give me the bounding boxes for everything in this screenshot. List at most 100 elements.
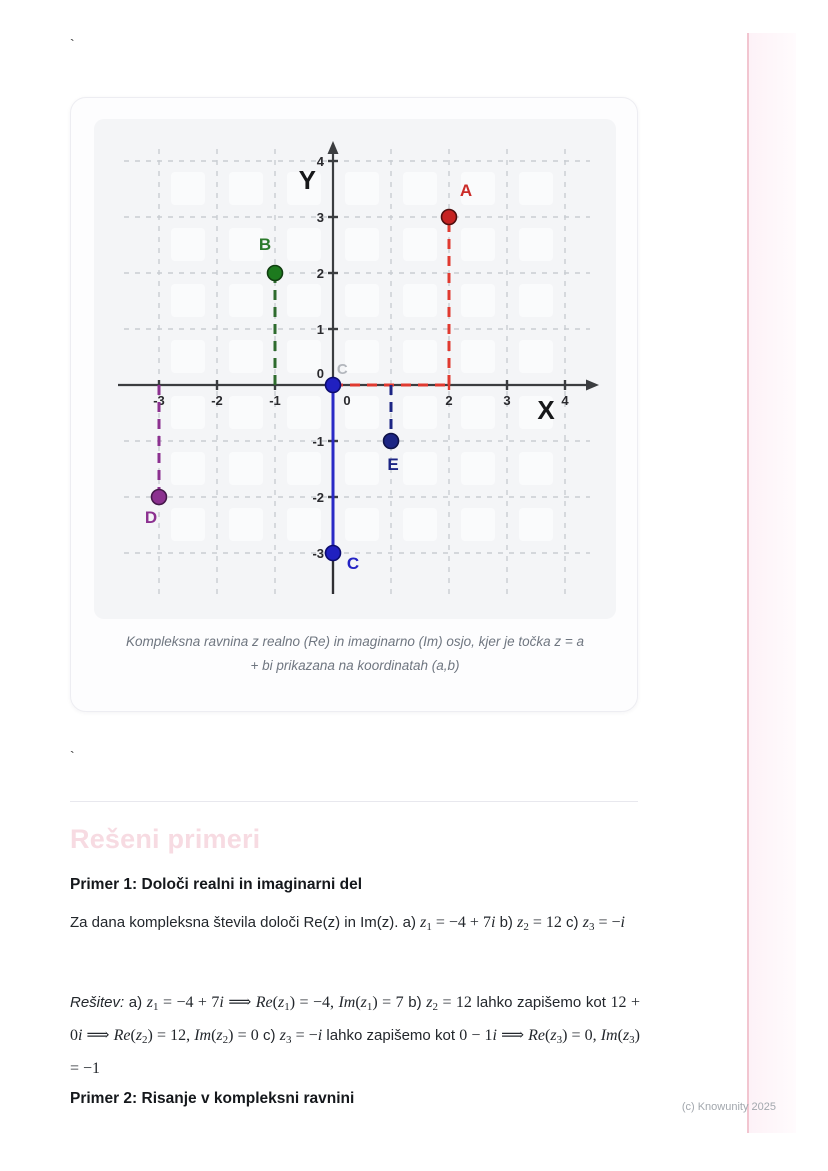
section-title: Rešeni primeri [70, 824, 261, 854]
grid-cell-tint [171, 340, 205, 373]
math-run: z2 = 12 [426, 994, 472, 1013]
point-A [440, 208, 458, 226]
example2-title: Primer 2: Risanje v kompleksni ravnini [70, 1090, 355, 1107]
text-run: b) [403, 994, 427, 1011]
stray-backtick-top: ` [70, 36, 75, 52]
grid-cell-tint [519, 396, 553, 429]
y-tick-label: 2 [317, 266, 324, 281]
grid-cell-tint [461, 172, 495, 205]
grid-cell-tint [345, 340, 379, 373]
x-tick-label: 0 [343, 393, 350, 408]
y-tick-label: -1 [312, 434, 324, 449]
x-tick-label: 4 [561, 393, 569, 408]
math-run: z1 = −4 + 7i [420, 914, 496, 933]
x-tick-label: 3 [503, 393, 510, 408]
x-tick-label: 2 [445, 393, 452, 408]
grid-cell-tint [229, 340, 263, 373]
text-run: lahko zapišemo kot [471, 994, 611, 1011]
grid-cell-tint [345, 284, 379, 317]
grid-cell-tint [287, 284, 321, 317]
example1-title: Primer 1: Določi realni in imaginarni de… [70, 876, 362, 893]
math-run: z2 = 12 [517, 914, 562, 933]
grid-cell-tint [519, 228, 553, 261]
grid-cell-tint [229, 172, 263, 205]
y-axis-label: Y [299, 165, 316, 195]
grid-cell-tint [345, 508, 379, 541]
y-tick-label: 1 [317, 322, 324, 337]
grid-cell-tint [461, 452, 495, 485]
grid-cell-tint [403, 228, 437, 261]
complex-plane-chart: -3 -2 -1 0 2 3 4 4 3 2 1 0 -1 -2 -3 Y X C A B C D E [118, 141, 599, 599]
grid-cell-tint [287, 396, 321, 429]
grid-cell-tint [519, 340, 553, 373]
text-run: Za dana kompleksna števila določi Re(z) … [70, 914, 421, 931]
complex-plane-plot: -3 -2 -1 0 2 3 4 4 3 2 1 0 -1 -2 -3 Y X C A B C D E [94, 119, 616, 619]
grid-cell-tint [519, 452, 553, 485]
point-label-C: C [347, 554, 359, 573]
grid-cell-tint [229, 284, 263, 317]
grid-cell-tint [461, 396, 495, 429]
y-tick-label: -3 [312, 546, 324, 561]
y-tick-label: 3 [317, 210, 324, 225]
point-B [266, 264, 284, 282]
grid-cell-tint [287, 172, 321, 205]
math-run: z3 = −i [582, 914, 625, 933]
grid-cell-tint [345, 172, 379, 205]
grid-cell-tint [403, 340, 437, 373]
text-run: c) [561, 914, 583, 931]
grid-cell-tint [403, 508, 437, 541]
grid-cell-tint [403, 396, 437, 429]
math-run: 12 + 0i ⟹ Re(z2) = 12, Im(z2) = 0 [70, 994, 640, 1046]
y-tick-label: 4 [317, 154, 325, 169]
grid-cell-tint [171, 228, 205, 261]
italic-run: Rešitev: [70, 994, 125, 1011]
text-run: a) [124, 994, 147, 1011]
grid-cell-tint [519, 284, 553, 317]
math-run: z3 = −i [279, 1027, 323, 1046]
grid-cell-tint [229, 508, 263, 541]
grid-cell-tint [345, 228, 379, 261]
ghost-origin-label: C [337, 361, 348, 378]
grid-cell-tint [519, 508, 553, 541]
text-run: c) [258, 1027, 280, 1044]
y-tick-label: -2 [312, 490, 324, 505]
grid-cell-tint [345, 396, 379, 429]
math-run: z1 = −4 + 7i ⟹ Re(z1) = −4, Im(z1) = 7 [146, 994, 404, 1013]
grid-cell-tint [287, 228, 321, 261]
grid-cell-tint [461, 284, 495, 317]
grid-cell-tint [461, 340, 495, 373]
figure-card: -3 -2 -1 0 2 3 4 4 3 2 1 0 -1 -2 -3 Y X C A B C D E Kompleksna… [70, 97, 638, 712]
example1-solution: Rešitev: a) z1 = −4 + 7i ⟹ Re(z1) = −4, … [70, 986, 640, 1085]
x-tick-label: -3 [153, 393, 165, 408]
page-edge-accent-bar [747, 33, 796, 1133]
grid-cell-tint [287, 340, 321, 373]
grid-cell-tint [519, 172, 553, 205]
point-C [324, 544, 342, 562]
y-tick-label: 0 [317, 366, 324, 381]
grid-cell-tint [403, 284, 437, 317]
grid-cell-tint [171, 396, 205, 429]
text-run: lahko zapišemo kot [322, 1027, 460, 1044]
figure-caption: Kompleksna ravnina z realno (Re) in imag… [125, 634, 585, 673]
stray-backtick-mid: ` [70, 748, 75, 764]
grid-cell-tint [403, 172, 437, 205]
x-tick-label: -2 [211, 393, 223, 408]
x-axis-label: X [537, 395, 555, 425]
example1-problem: Za dana kompleksna števila določi Re(z) … [70, 906, 640, 939]
grid-cell-tint [171, 452, 205, 485]
grid-cell-tint [345, 452, 379, 485]
grid-cell-tint [403, 452, 437, 485]
section-divider [70, 801, 638, 802]
grid-cell-tint [461, 508, 495, 541]
grid-cell-tint [461, 228, 495, 261]
x-axis-arrow [586, 379, 599, 391]
origin-point [324, 376, 342, 394]
point-E [382, 432, 400, 450]
y-axis-arrow [327, 141, 339, 154]
point-label-E: E [387, 455, 398, 474]
math-run: 0 − 1i ⟹ Re(z3) = 0, Im(z3) = −1 [70, 1027, 640, 1077]
point-label-D: D [145, 508, 157, 527]
point-label-A: A [460, 181, 472, 200]
point-label-B: B [259, 235, 271, 254]
grid-cell-tint [229, 396, 263, 429]
